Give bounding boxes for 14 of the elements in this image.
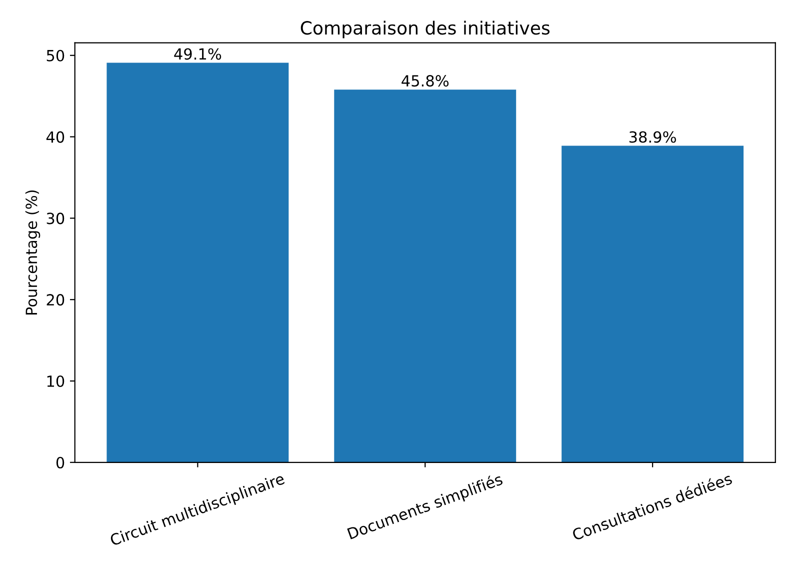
y-tick-label: 0 — [56, 456, 64, 468]
y-tick-label: 20 — [46, 294, 64, 306]
y-tick-label: 50 — [46, 50, 64, 62]
data-label: 45.8% — [402, 75, 449, 87]
bar — [106, 62, 289, 462]
data-label: 49.1% — [174, 48, 222, 60]
y-tick-label: 40 — [46, 131, 64, 143]
data-label: 38.9% — [629, 131, 676, 143]
y-tick-label: 30 — [46, 212, 64, 224]
bar — [334, 90, 516, 462]
y-axis-title: Pourcentage (%) — [25, 190, 40, 315]
y-tick-label: 10 — [47, 375, 64, 388]
bar — [562, 146, 744, 462]
chart-title: Comparaison des initiatives — [300, 20, 550, 38]
